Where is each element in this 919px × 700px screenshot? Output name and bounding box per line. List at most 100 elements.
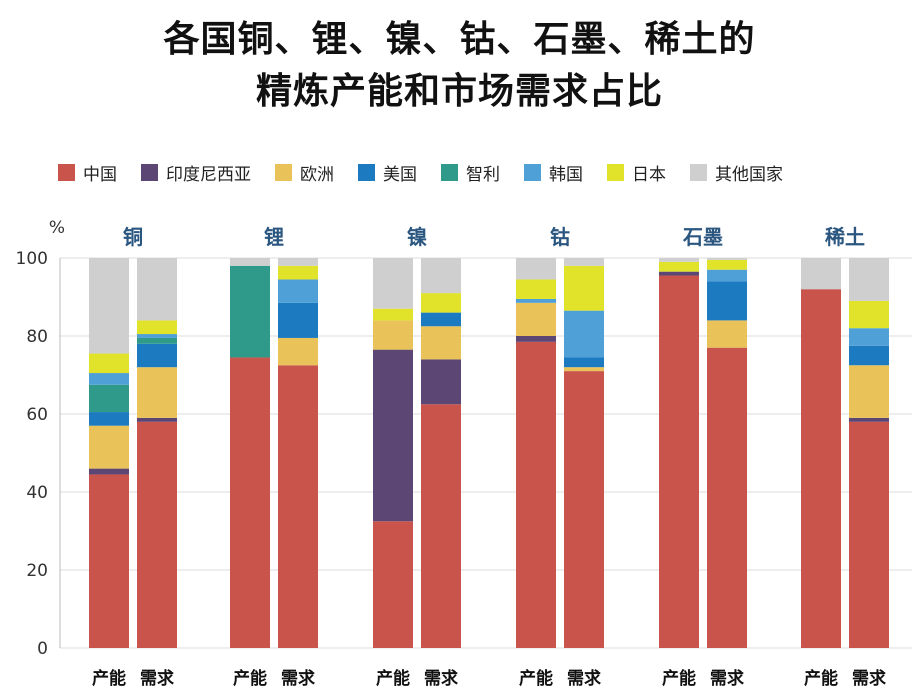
bar-segment-g1-b0-s7 <box>230 258 270 266</box>
bar-segment-g1-b1-s0 <box>278 365 318 648</box>
bar-segment-g3-b1-s5 <box>564 310 604 358</box>
bar-label-g2-b0: 产能 <box>376 668 410 689</box>
y-tick-label-0: 0 <box>37 639 48 659</box>
y-tick-label-20: 20 <box>26 561 48 581</box>
bar-label-g3-b0: 产能 <box>519 668 553 689</box>
bar-segment-g4-b1-s3 <box>707 281 747 321</box>
bar-segment-g5-b1-s3 <box>849 345 889 366</box>
chart-title-line1: 各国铜、锂、镍、钴、石墨、稀土的 <box>163 19 756 60</box>
bar-segment-g3-b1-s2 <box>564 367 604 372</box>
bar-segment-g0-b0-s7 <box>89 258 129 354</box>
legend-label-korea: 韩国 <box>549 165 583 185</box>
bar-segment-g2-b0-s2 <box>373 320 413 350</box>
bar-label-g5-b0: 产能 <box>804 668 838 689</box>
bar-segment-g5-b1-s2 <box>849 365 889 418</box>
legend-item-indonesia: 印度尼西亚 <box>141 160 251 185</box>
bar-label-g0-b1: 需求 <box>140 668 174 689</box>
bar-segment-g0-b1-s3 <box>137 343 177 368</box>
bar-segment-g4-b0-s6 <box>659 261 699 272</box>
legend-swatch-indonesia <box>141 164 158 181</box>
chart-title-line2: 精炼产能和市场需求占比 <box>255 71 663 112</box>
bar-segment-g4-b1-s7 <box>707 258 747 260</box>
bar-segment-g3-b0-s7 <box>516 258 556 280</box>
bar-segment-g1-b1-s7 <box>278 258 318 266</box>
legend-label-indonesia: 印度尼西亚 <box>166 165 251 185</box>
group-label-4: 石墨 <box>682 225 723 249</box>
bar-segment-g1-b1-s2 <box>278 337 318 366</box>
bar-segment-g0-b1-s7 <box>137 258 177 321</box>
bar-segment-g0-b0-s6 <box>89 353 129 374</box>
bar-segment-g4-b1-s2 <box>707 320 747 348</box>
bar-segment-g0-b1-s0 <box>137 421 177 648</box>
legend-item-china: 中国 <box>58 160 117 185</box>
bar-segment-g3-b1-s7 <box>564 258 604 266</box>
bar-segment-g0-b1-s6 <box>137 320 177 335</box>
bar-segment-g5-b1-s6 <box>849 300 889 329</box>
legend-swatch-others <box>690 164 707 181</box>
legend-item-korea: 韩国 <box>524 160 583 185</box>
bar-segment-g3-b0-s5 <box>516 298 556 303</box>
bar-segment-g3-b0-s2 <box>516 302 556 336</box>
bar-segment-g0-b0-s1 <box>89 468 129 475</box>
bar-segment-g1-b1-s3 <box>278 302 318 338</box>
legend: 中国 印度尼西亚 欧洲 美国 智利 韩国 日本 其他国家 <box>58 160 807 185</box>
y-axis-unit-label: % <box>49 218 65 238</box>
y-tick-label-100: 100 <box>16 249 48 269</box>
group-label-2: 镍 <box>407 225 427 249</box>
legend-swatch-china <box>58 164 75 181</box>
legend-item-japan: 日本 <box>607 160 666 185</box>
bar-segment-g0-b0-s0 <box>89 474 129 648</box>
bar-segment-g2-b1-s0 <box>421 404 461 648</box>
bar-segment-g0-b1-s4 <box>137 337 177 344</box>
legend-item-usa: 美国 <box>358 160 417 185</box>
bar-segment-g0-b1-s1 <box>137 417 177 422</box>
bar-segment-g5-b1-s1 <box>849 417 889 422</box>
legend-label-chile: 智利 <box>466 165 500 185</box>
legend-item-others: 其他国家 <box>690 160 783 185</box>
group-label-0: 铜 <box>123 225 143 249</box>
bar-segment-g5-b1-s7 <box>849 258 889 301</box>
legend-item-europe: 欧洲 <box>275 160 334 185</box>
legend-swatch-usa <box>358 164 375 181</box>
group-label-1: 锂 <box>264 225 284 249</box>
y-tick-label-40: 40 <box>26 483 48 503</box>
bar-label-g3-b1: 需求 <box>567 668 601 689</box>
group-label-5: 稀土 <box>825 225 865 249</box>
legend-label-others: 其他国家 <box>715 165 783 185</box>
bar-segment-g5-b1-s5 <box>849 328 889 346</box>
bar-segment-g4-b0-s0 <box>659 275 699 648</box>
bar-segment-g0-b0-s2 <box>89 425 129 469</box>
bar-segment-g0-b1-s5 <box>137 334 177 338</box>
bar-label-g4-b1: 需求 <box>710 668 744 689</box>
bar-segment-g3-b1-s0 <box>564 371 604 648</box>
y-tick-label-60: 60 <box>26 405 48 425</box>
y-tick-label-80: 80 <box>26 327 48 347</box>
bar-segment-g2-b0-s7 <box>373 258 413 309</box>
bar-segment-g2-b1-s3 <box>421 312 461 327</box>
bar-segment-g1-b0-s4 <box>230 265 270 358</box>
bar-label-g4-b0: 产能 <box>662 668 696 689</box>
bar-segment-g0-b0-s5 <box>89 373 129 385</box>
bar-segment-g3-b0-s1 <box>516 336 556 342</box>
bar-label-g0-b0: 产能 <box>92 668 126 689</box>
bar-label-g1-b1: 需求 <box>281 668 315 689</box>
bar-segment-g1-b0-s0 <box>230 357 270 648</box>
bar-segment-g4-b1-s6 <box>707 259 747 270</box>
legend-label-usa: 美国 <box>383 165 417 185</box>
bar-segment-g5-b0-s7 <box>801 258 841 290</box>
bar-segment-g0-b0-s4 <box>89 384 129 413</box>
bar-label-g1-b0: 产能 <box>233 668 267 689</box>
bar-segment-g1-b1-s5 <box>278 279 318 303</box>
bar-segment-g3-b1-s6 <box>564 265 604 311</box>
bar-segment-g2-b1-s2 <box>421 326 461 360</box>
bar-segment-g3-b0-s0 <box>516 341 556 648</box>
bar-segment-g4-b0-s1 <box>659 271 699 276</box>
legend-label-japan: 日本 <box>632 165 666 185</box>
bar-segment-g2-b0-s6 <box>373 308 413 321</box>
legend-swatch-japan <box>607 164 624 181</box>
bar-segment-g1-b1-s6 <box>278 265 318 280</box>
bar-segment-g3-b1-s3 <box>564 357 604 368</box>
bar-segment-g0-b1-s2 <box>137 367 177 418</box>
bar-segment-g4-b1-s0 <box>707 347 747 648</box>
